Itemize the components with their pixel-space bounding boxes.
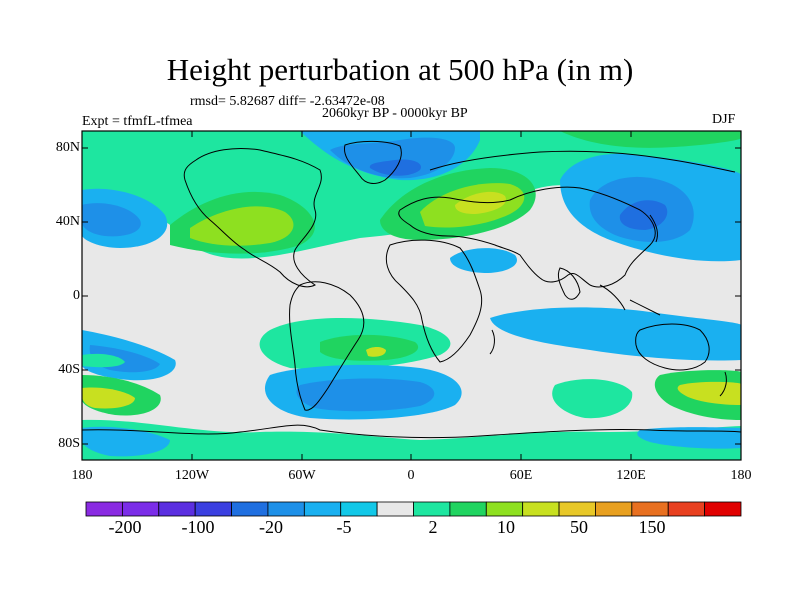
s-pacific-positive-west-core (82, 387, 135, 409)
colorbar-swatch (558, 501, 596, 517)
colorbar-swatch (449, 501, 487, 517)
coast-madagascar (489, 329, 495, 355)
colorbar-swatch (158, 501, 196, 517)
x-tick-label: 60E (509, 468, 533, 483)
colorbar-label: 50 (570, 517, 588, 537)
x-tick-label: 120W (174, 468, 210, 483)
colorbar-label: 2 (428, 517, 438, 537)
colorbar-swatch (595, 501, 633, 517)
coast-antarctica (82, 424, 741, 439)
colorbar-swatch (340, 501, 378, 517)
colorbar (85, 501, 742, 517)
colorbar-label: -5 (336, 517, 352, 537)
coast-north-america (183, 147, 322, 288)
n-atlantic-negative-center (369, 159, 421, 176)
x-tick-label: 180 (71, 468, 93, 483)
colorbar-swatch (631, 501, 669, 517)
colorbar-swatch (376, 501, 414, 517)
antarctic-negative-east (637, 427, 741, 449)
s-atlantic-center (366, 347, 386, 357)
period-label: 2060kyr BP - 0000kyr BP (322, 106, 468, 121)
n-pacific-negative-center (619, 200, 668, 230)
antarctic-negative (82, 426, 170, 457)
season-label: DJF (712, 112, 736, 127)
y-tick-label: 80S (58, 436, 80, 451)
coast-new-zealand (719, 371, 727, 397)
y-tick-label: 80N (55, 140, 80, 155)
colorbar-label: 150 (638, 517, 666, 537)
coast-south-america (289, 281, 365, 411)
colorbar-swatch (485, 501, 524, 517)
s-atlantic-negative-core (296, 378, 435, 412)
x-tick-label: 0 (407, 468, 415, 483)
s-atlantic-core (320, 334, 419, 361)
n-america-core (190, 206, 294, 246)
colorbar-swatch (704, 501, 742, 517)
colorbar-swatch (413, 501, 451, 517)
colorbar-swatch (194, 501, 232, 517)
w-pacific-negative-core (82, 203, 141, 237)
y-tick-label: 40S (58, 362, 80, 377)
experiment-label: Expt = tfmfL-tfmea (82, 114, 193, 129)
indian-ocean-negative (490, 307, 741, 361)
x-tick-label: 60W (288, 468, 316, 483)
y-tick-label: 40N (55, 214, 80, 229)
east-europe-core (455, 191, 506, 214)
colorbar-label: -20 (259, 517, 283, 537)
x-tick-label: 120E (616, 468, 646, 483)
s-indian-positive (552, 379, 633, 419)
coast-eurasia (398, 186, 656, 288)
coast-greenland (343, 140, 402, 184)
coast-australia (635, 323, 710, 371)
colorbar-swatch (267, 501, 305, 517)
arctic-positive (560, 131, 741, 148)
s-pacific-mid-positive (82, 353, 125, 368)
coastlines (82, 140, 741, 439)
coast-japan (649, 214, 658, 243)
colorbar-swatch (121, 501, 160, 517)
colorbar-swatch (85, 501, 123, 517)
coast-se-asia (599, 284, 661, 316)
x-tick-label: 180 (730, 468, 752, 483)
colorbar-swatch (667, 501, 706, 517)
arabia-negative (450, 248, 517, 273)
colorbar-swatch (303, 501, 342, 517)
colorbar-label: 10 (497, 517, 515, 537)
coast-arctic-russia (429, 150, 736, 173)
contour-field (82, 131, 741, 460)
axis-ticks (81, 131, 742, 460)
n-atlantic-negative-core (330, 137, 455, 179)
stats-line: rmsd= 5.82687 diff= -2.63472e-08 (190, 94, 385, 109)
coast-india (557, 267, 581, 300)
antarctic-south-band (82, 419, 741, 460)
colorbar-swatch (231, 501, 269, 517)
colorbar-swatch (522, 501, 560, 517)
colorbar-label: -200 (108, 517, 142, 537)
colorbar-label: -100 (181, 517, 215, 537)
plot-title: Height perturbation at 500 hPa (in m) (166, 52, 634, 87)
coast-africa (385, 239, 483, 363)
y-tick-label: 0 (73, 288, 80, 303)
